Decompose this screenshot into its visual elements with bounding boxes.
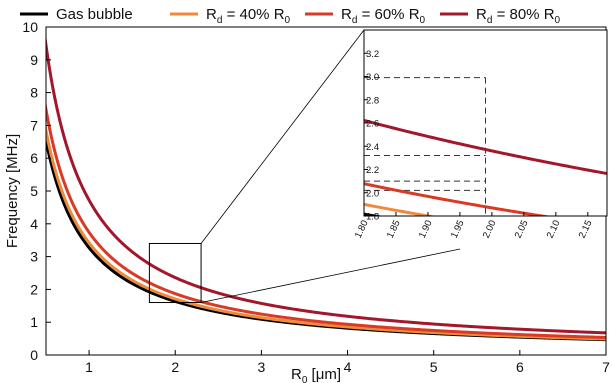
y-tick-label: 10 (22, 19, 38, 35)
y-tick-label: 4 (30, 216, 38, 232)
legend: Gas bubble Rd = 40% R0 Rd = 60% R0 Rd = 80%… (20, 6, 561, 26)
series-line-1 (46, 122, 606, 341)
inset-y-tick-label: 2.2 (366, 165, 379, 176)
legend-label-0: Gas bubble (56, 6, 133, 23)
x-tick-label: 7 (602, 359, 610, 375)
inset-y-tick-label: 3.0 (366, 72, 379, 83)
series-line-3 (46, 33, 606, 335)
y-tick-label: 6 (30, 150, 38, 166)
x-tick-label: 5 (430, 359, 438, 375)
inset-x-tick-label: 1.85 (385, 219, 403, 240)
legend-label-3: Rd = 80% R0 (476, 6, 561, 26)
x-tick-label: 3 (257, 359, 265, 375)
y-tick-label: 7 (30, 117, 38, 133)
inset-series-line-3 (364, 118, 607, 176)
x-tick-label: 6 (516, 359, 524, 375)
inset-x-tick-label: 1.95 (449, 219, 467, 240)
y-tick-label: 9 (30, 52, 38, 68)
x-tick-label: 2 (171, 359, 179, 375)
y-tick-label: 5 (30, 183, 38, 199)
y-tick-label: 2 (30, 281, 38, 297)
legend-label-1: Rd = 40% R0 (206, 6, 291, 26)
inset-y-tick-label: 2.0 (366, 188, 379, 199)
connector-line-top (200, 29, 365, 244)
inset-x-tick-label: 2.00 (481, 219, 499, 240)
y-axis-title: Frequency [MHz] (4, 134, 21, 248)
inset-curves (364, 77, 607, 216)
inset-x-tick-label: 2.10 (545, 219, 563, 240)
inset-y-tick-label: 2.6 (366, 119, 379, 130)
inset-series-line-2 (364, 182, 552, 216)
inset-chart: 1.82.02.22.42.62.83.03.21.80 1.85 1.90 1.95… (353, 29, 608, 240)
zoom-box (148, 242, 202, 304)
y-tick-label: 1 (30, 314, 38, 330)
y-tick-label: 3 (30, 249, 38, 265)
inset-y-tick-label: 1.8 (366, 212, 379, 223)
y-tick-label: 0 (30, 347, 38, 363)
inset-y-tick-label: 3.2 (366, 49, 379, 60)
y-tick-label: 8 (30, 85, 38, 101)
inset-x-tick-label: 1.90 (417, 219, 435, 240)
connector-line-bottom (200, 248, 461, 303)
inset-series-line-1 (364, 202, 437, 216)
legend-label-2: Rd = 60% R0 (341, 6, 426, 26)
inset-x-tick-label: 2.15 (577, 219, 595, 240)
zoom-connector-lines (200, 29, 461, 303)
main-curves (46, 33, 606, 342)
inset-x-tick-label: 2.05 (513, 219, 531, 240)
series-line-2 (46, 100, 606, 339)
inset-y-tick-label: 2.4 (366, 142, 379, 153)
inset-y-tick-label: 2.8 (366, 95, 379, 106)
x-axis-title: R0 [μm] (291, 366, 341, 383)
x-tick-label: 1 (85, 359, 93, 375)
x-tick-label: 4 (344, 359, 352, 375)
